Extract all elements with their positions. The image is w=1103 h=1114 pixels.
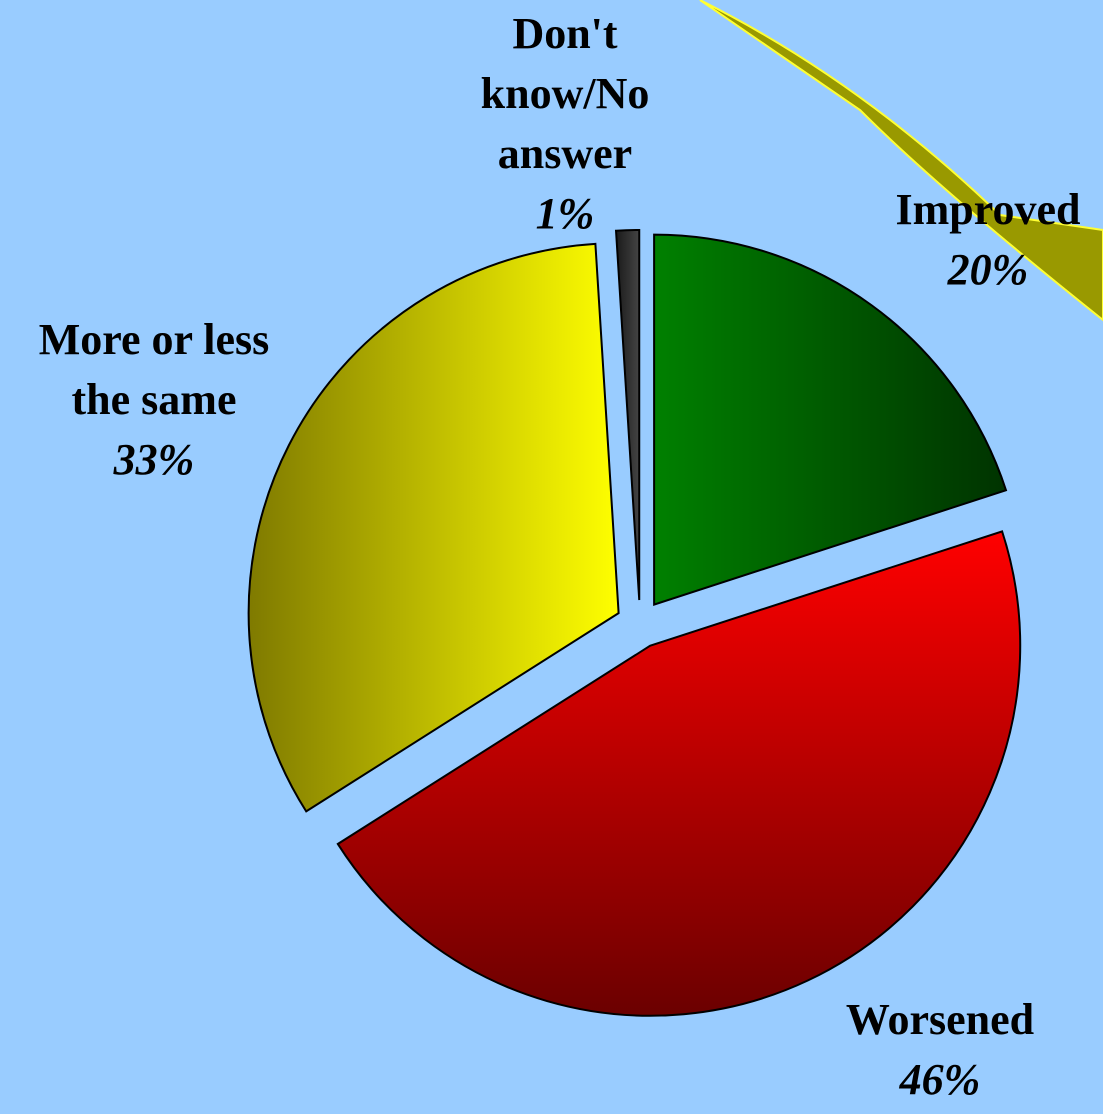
slice-label-worsened: Worsened bbox=[845, 995, 1035, 1044]
slice-value-improved: 20% bbox=[947, 245, 1029, 294]
slice-label-same-line1: More or less bbox=[38, 315, 270, 364]
label-same: More or less the same 33% bbox=[4, 310, 304, 490]
pie-slice-don-t-know-no-answer bbox=[614, 229, 641, 601]
slice-value-dont-know: 1% bbox=[535, 189, 595, 238]
pie-slice-worsened bbox=[336, 530, 1022, 1017]
slice-label-improved: Improved bbox=[895, 185, 1081, 234]
label-worsened: Worsened 46% bbox=[800, 990, 1080, 1110]
slice-label-dont-know-line1: Don't bbox=[512, 9, 618, 58]
slice-value-same: 33% bbox=[113, 435, 195, 484]
slice-label-same-line2: the same bbox=[71, 375, 237, 424]
slice-label-dont-know-line3: answer bbox=[497, 129, 633, 178]
decorative-swoosh bbox=[699, 0, 1103, 322]
slice-value-worsened: 46% bbox=[899, 1055, 981, 1104]
label-improved: Improved 20% bbox=[868, 180, 1103, 300]
pie-slice-more-or-less-the-same bbox=[247, 242, 620, 813]
pie-slice-improved bbox=[653, 233, 1008, 606]
label-dont-know: Don't know/No answer 1% bbox=[455, 4, 675, 244]
swoosh-shape bbox=[699, 0, 1103, 322]
slice-label-dont-know-line2: know/No bbox=[480, 69, 650, 118]
